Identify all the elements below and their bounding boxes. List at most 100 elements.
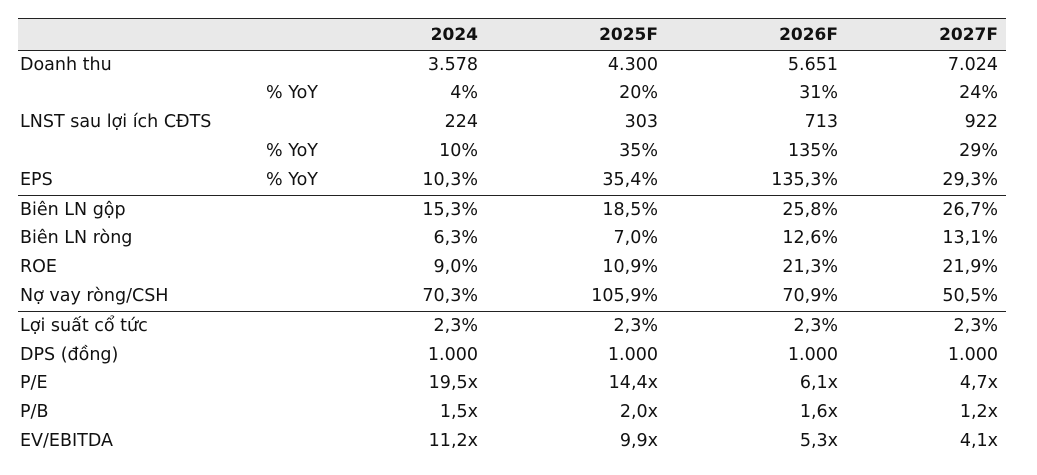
row-label: ROE [20,257,57,278]
value-cell-2027f: 4,1x [959,431,998,451]
table-row: Lợi suất cổ tức 2,3% 2,3% 2,3% 2,3% [18,312,1006,341]
value-cell-2025f: 2,3% [613,315,658,336]
value-cell-2026f: 135% [787,141,838,162]
value-cell-2025f: 35% [619,141,658,162]
value-cell-2026f: 5.651 [787,54,838,75]
header-year-2027f: 2027F [850,18,1006,51]
value-cell-2026f: 21,3% [782,257,838,278]
table-row: LNST sau lợi ích CĐTS 224 303 713 922 [18,109,1006,138]
row-sublabel [218,341,318,370]
value-cell-2025f: 18,5% [602,199,658,220]
value-cell-2027f: 2,3% [953,315,998,336]
row-label: EPS [18,166,218,196]
table-row: EV/EBITDA 11,2x 9,9x 5,3x 4,1x [18,427,1006,456]
value-cell-2027f: 13,1% [942,228,998,249]
row-label: Doanh thu [20,54,112,75]
row-label: LNST sau lợi ích CĐTS [20,112,212,133]
row-label [18,80,218,109]
row-label: Biên LN gộp [20,199,126,220]
value-cell-2025f: 10,9% [602,257,658,278]
value-cell-2027f: 21,9% [942,257,998,278]
header-blank-cell [18,18,318,51]
header-year-2026f: 2026F [670,18,850,51]
value-cell-2025f: 105,9% [490,282,670,313]
value-cell-2025f: 1.000 [607,344,658,365]
value-cell-2026f: 135,3% [670,166,850,196]
row-label: Lợi suất cổ tức [20,315,148,336]
row-sublabel [218,312,318,341]
value-cell-2025f: 9,9x [619,431,658,451]
value-cell-2025f: 7,0% [613,228,658,249]
table-body: Doanh thu 3.578 4.300 5.651 7.024 % YoY 4% 20% 3… [18,51,1006,457]
table-row: Biên LN ròng 6,3% 7,0% 12,6% 13,1% [18,225,1006,254]
value-cell-2027f: 26,7% [942,199,998,220]
value-cell-2025f: 2,0x [619,402,658,423]
row-label: P/E [20,373,48,394]
value-cell-2026f: 6,1x [799,373,838,394]
value-cell-2024: 6,3% [433,228,478,249]
row-sublabel [218,51,318,80]
value-cell-2024: 1,5x [439,402,478,423]
value-cell-2026f: 5,3x [799,431,838,451]
value-cell-2026f: 713 [804,112,838,133]
table-row: Doanh thu 3.578 4.300 5.651 7.024 [18,51,1006,80]
row-label: P/B [20,402,49,423]
value-cell-2024: 9,0% [433,257,478,278]
value-cell-2027f: 1.000 [947,344,998,365]
value-cell-2027f: 4,7x [959,373,998,394]
value-cell-2025f: 303 [624,112,658,133]
row-sublabel [218,282,318,313]
table-row: P/B 1,5x 2,0x 1,6x 1,2x [18,399,1006,428]
value-cell-2026f: 70,9% [670,282,850,313]
value-cell-2024: 1.000 [427,344,478,365]
row-sublabel: % YoY [266,83,318,104]
table-row: P/E 19,5x 14,4x 6,1x 4,7x [18,370,1006,399]
financial-forecast-table: 2024 2025F 2026F 2027F Doanh thu 3.578 4.3… [18,18,1006,456]
table-row: EPS% YoY 10,3% 35,4% 135,3% 29,3% [18,166,1006,196]
row-label [18,137,218,166]
value-cell-2024: 10% [439,141,478,162]
table-row: ROE 9,0% 10,9% 21,3% 21,9% [18,254,1006,283]
row-label: EV/EBITDA [20,431,113,451]
value-cell-2027f: 922 [964,112,998,133]
value-cell-2024: 15,3% [422,199,478,220]
table-row: % YoY 10% 35% 135% 29% [18,137,1006,166]
value-cell-2027f: 29% [959,141,998,162]
row-sublabel [218,225,318,254]
value-cell-2026f: 12,6% [782,228,838,249]
row-label: DPS (đồng) [20,344,119,365]
table-row: % YoY 4% 20% 31% 24% [18,80,1006,109]
row-sublabel [218,399,318,428]
value-cell-2024: 4% [450,83,478,104]
row-sublabel: % YoY [266,141,318,162]
value-cell-2026f: 25,8% [782,199,838,220]
value-cell-2026f: 2,3% [793,315,838,336]
row-label: Biên LN ròng [20,228,133,249]
row-label: Nợ vay ròng/CSH [18,282,218,313]
value-cell-2024: 70,3% [318,282,490,313]
value-cell-2026f: 1,6x [799,402,838,423]
table-header-row: 2024 2025F 2026F 2027F [18,18,1006,51]
row-sublabel [218,254,318,283]
table-row: Biên LN gộp 15,3% 18,5% 25,8% 26,7% [18,195,1006,224]
value-cell-2024: 19,5x [428,373,478,394]
value-cell-2024: 224 [444,112,478,133]
row-sublabel: % YoY [218,166,318,196]
value-cell-2025f: 20% [619,83,658,104]
row-sublabel [218,195,318,224]
value-cell-2026f: 31% [799,83,838,104]
value-cell-2026f: 1.000 [787,344,838,365]
value-cell-2027f: 29,3% [850,166,1006,196]
header-year-2024: 2024 [318,18,490,51]
value-cell-2024: 11,2x [428,431,478,451]
header-year-2025f: 2025F [490,18,670,51]
value-cell-2027f: 1,2x [959,402,998,423]
table-row: DPS (đồng) 1.000 1.000 1.000 1.000 [18,341,1006,370]
value-cell-2024: 3.578 [427,54,478,75]
row-sublabel [218,427,318,456]
value-cell-2027f: 24% [959,83,998,104]
value-cell-2025f: 35,4% [490,166,670,196]
table-row: Nợ vay ròng/CSH 70,3% 105,9% 70,9% 50,5% [18,282,1006,313]
value-cell-2027f: 50,5% [850,282,1006,313]
